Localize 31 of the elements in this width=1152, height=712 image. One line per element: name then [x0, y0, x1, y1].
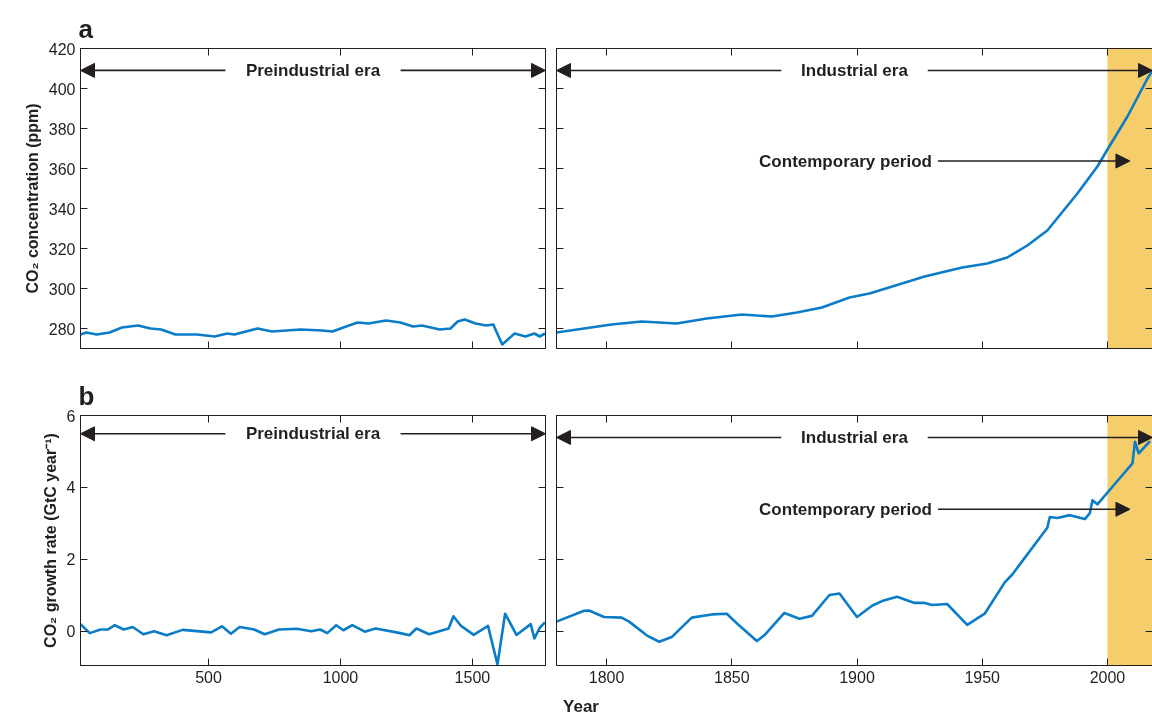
y-axis-title: CO₂ concentration (ppm): [23, 103, 41, 294]
x-tick-label: 1850: [714, 668, 750, 686]
x-axis-title: Year: [563, 696, 599, 712]
y-tick-label: 360: [48, 160, 76, 178]
x-tick-label: 1500: [454, 668, 491, 686]
y-axis-title: CO₂ growth rate (GtC year⁻¹): [41, 433, 59, 648]
y-tick-label: 4: [66, 479, 76, 497]
x-tick-label: 1950: [964, 668, 1001, 686]
x-tick-label: 1900: [839, 668, 875, 686]
y-tick-label: 340: [48, 200, 76, 218]
annotation: Industrial era: [801, 61, 909, 80]
y-tick-label: 300: [48, 280, 76, 298]
x-tick-label: 1000: [322, 668, 359, 686]
annotation: Contemporary period: [759, 151, 932, 171]
annotation: Contemporary period: [759, 499, 932, 519]
y-tick-label: 320: [48, 240, 76, 258]
x-tick-label: 500: [195, 668, 222, 686]
y-tick-label: 0: [66, 623, 76, 641]
y-tick-label: 6: [66, 407, 76, 425]
y-tick-label: 380: [48, 120, 76, 138]
x-tick-label: 2000: [1089, 668, 1126, 686]
annotation: Preindustrial era: [245, 60, 381, 80]
y-tick-label: 2: [66, 551, 76, 569]
chart-title: a: [78, 13, 94, 44]
y-tick-label: 420: [48, 40, 76, 58]
annotation: Industrial era: [801, 427, 909, 447]
x-tick-label: 1800: [588, 668, 625, 686]
annotation: Preindustrial era: [245, 424, 381, 444]
chart-title: b: [78, 380, 95, 411]
y-tick-label: 280: [48, 320, 76, 338]
y-tick-label: 400: [48, 80, 76, 98]
